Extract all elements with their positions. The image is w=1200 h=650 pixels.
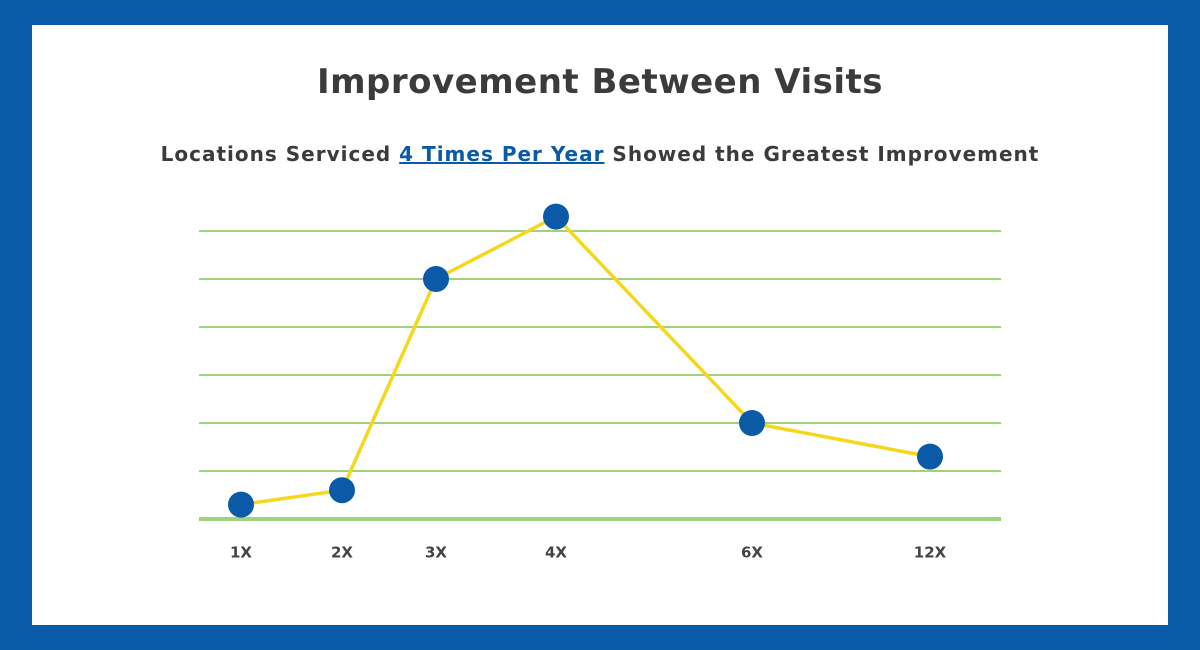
data-point [739,410,765,436]
chart-subtitle: Locations Serviced 4 Times Per Year Show… [0,142,1200,166]
x-tick-label: 4X [545,544,567,562]
data-point [917,443,943,470]
x-tick-label: 3X [425,544,447,562]
subtitle-text: Locations Serviced [160,142,392,166]
subtitle-text: Showed the Greatest Improvement [612,142,1040,166]
card [32,25,1168,625]
data-point [423,266,449,292]
chart-title: Improvement Between Visits [316,62,884,102]
data-point [228,491,254,518]
data-line [240,214,931,507]
x-tick-label: 2X [331,544,353,562]
data-point [543,203,569,230]
subtitle-link[interactable]: 4 Times Per Year [399,142,605,166]
data-point [329,477,355,504]
x-tick-label: 1X [230,544,252,562]
x-tick-label: 12X [914,544,947,562]
x-tick-label: 6X [741,544,763,562]
